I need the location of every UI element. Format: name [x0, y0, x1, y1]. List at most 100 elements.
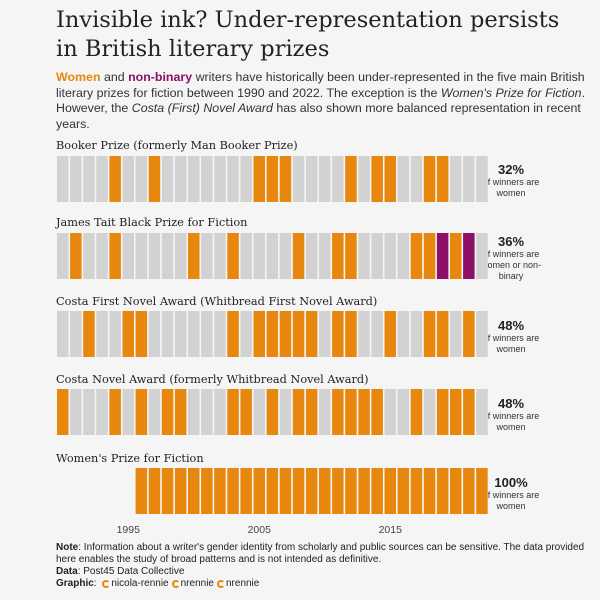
winner-cell-2017-man: [410, 156, 423, 202]
winner-cell-2009-woman: [305, 389, 318, 435]
winner-cell-2020-man: [450, 311, 462, 357]
winner-cell-2004-man: [240, 233, 252, 279]
stat-womens-prize: 100% of winners are women: [478, 475, 544, 512]
winner-cell-2021-man: [463, 156, 475, 202]
winner-cell-1999-man: [174, 156, 187, 202]
winner-cell-1996-man: [135, 156, 148, 202]
footer-note: Note: Information about a writer's gende…: [56, 542, 592, 566]
winner-cell-2013-man: [358, 156, 370, 202]
winner-cell-1999-man: [174, 311, 187, 357]
winner-cell-1995-man: [122, 389, 134, 435]
winner-cell-2006-woman: [266, 311, 279, 357]
winner-cell-2015-woman: [384, 156, 396, 202]
winner-cell-2021-woman: [463, 389, 475, 435]
prize-row-2: [57, 311, 488, 357]
twitter-icon: [171, 580, 180, 588]
winner-cell-1998-man: [161, 311, 174, 357]
winner-cell-2003-woman: [227, 389, 239, 435]
winner-cell-2006-man: [266, 233, 279, 279]
winner-cell-2022-man: [476, 233, 488, 279]
subtitle-italic: Women's Prize for Fiction: [440, 85, 582, 100]
stat-costa-novel: 48% of winners are women: [478, 396, 544, 433]
winner-cell-2015-woman: [384, 311, 396, 357]
winner-cell-2014-man: [371, 311, 383, 357]
winner-cell-1995-man: [122, 233, 134, 279]
winner-cell-1994-man: [109, 311, 121, 357]
winner-cell-1990-man: [57, 311, 69, 357]
handle-linkedin[interactable]: nicola-rennie: [111, 578, 169, 589]
winner-cell-2000-man: [188, 389, 200, 435]
winner-cell-2000-woman: [188, 233, 200, 279]
winner-cell-2018-woman: [423, 233, 436, 279]
winner-cell-2016-man: [397, 156, 410, 202]
winner-cell-2010-man: [319, 389, 331, 435]
prize-row-4: [135, 468, 488, 514]
winner-cell-2005-woman: [253, 311, 265, 357]
stat-percent: 36%: [497, 234, 525, 249]
winner-cell-1998-man: [161, 156, 174, 202]
winner-cell-2021-woman: [463, 311, 475, 357]
winner-cell-2001-man: [201, 389, 213, 435]
winner-cell-2011-woman: [332, 389, 344, 435]
winner-cell-2006-woman: [266, 156, 279, 202]
footer-graphic: Graphic: nicola-rennie nrennie nrennie: [56, 578, 592, 590]
subtitle-text: has also shown more balanced representat…: [56, 101, 581, 131]
winner-cell-1990-woman: [57, 389, 69, 435]
winner-cell-2008-woman: [292, 389, 305, 435]
winner-cell-1993-man: [96, 156, 108, 202]
winner-cell-2005-woman: [253, 468, 265, 514]
winner-cell-2020-man: [450, 156, 462, 202]
winner-cell-2004-woman: [240, 468, 252, 514]
prize-row-0: [57, 156, 488, 202]
winner-cell-2001-man: [201, 156, 213, 202]
prize-row-3: [57, 389, 488, 435]
winner-cell-2010-woman: [319, 468, 331, 514]
handle-twitter[interactable]: nrennie: [180, 578, 214, 589]
prize-title-womens-prize: Women's Prize for Fiction: [56, 452, 204, 465]
winner-cell-1997-man: [148, 233, 161, 279]
winner-cell-1999-man: [174, 233, 187, 279]
winner-cell-1997-man: [148, 311, 161, 357]
winner-cell-1991-man: [70, 389, 82, 435]
winner-cell-2014-man: [371, 233, 383, 279]
winner-cell-1994-woman: [109, 156, 121, 202]
winner-cell-2021-nonbinary: [463, 233, 475, 279]
winner-cell-1993-man: [96, 233, 108, 279]
handle-mastodon[interactable]: nrennie: [225, 578, 260, 589]
winner-cell-2015-man: [384, 389, 396, 435]
winner-cell-2002-man: [214, 233, 226, 279]
winner-cell-2001-woman: [201, 468, 213, 514]
winner-cell-2003-woman: [227, 311, 239, 357]
winner-cell-2013-man: [358, 311, 370, 357]
winner-cell-2010-man: [319, 156, 331, 202]
winner-cell-2014-woman: [371, 468, 383, 514]
winner-cell-2020-woman: [450, 468, 462, 514]
winner-cell-1991-man: [70, 156, 82, 202]
winner-cell-1994-woman: [109, 389, 121, 435]
winner-cell-2008-man: [292, 156, 305, 202]
winner-cell-2007-woman: [279, 311, 292, 357]
winner-cell-2019-woman: [436, 389, 449, 435]
winner-cell-1996-woman: [135, 311, 148, 357]
winner-cell-2018-woman: [423, 311, 436, 357]
winner-cell-2017-woman: [410, 389, 423, 435]
prize-title-james-tait-black: James Tait Black Prize for Fiction: [56, 216, 248, 229]
winner-cell-2019-woman: [436, 311, 449, 357]
winner-cell-1992-man: [83, 233, 95, 279]
stat-percent: 32%: [497, 162, 525, 177]
winner-cell-2019-woman: [436, 468, 449, 514]
winner-cell-2015-man: [384, 233, 396, 279]
winner-cell-2008-woman: [292, 468, 305, 514]
winner-cell-2018-woman: [423, 156, 436, 202]
winner-cell-2009-man: [305, 156, 318, 202]
winner-cell-2005-woman: [253, 156, 265, 202]
winner-cell-2019-woman: [436, 156, 449, 202]
subtitle: Women and non-binary writers have histor…: [56, 70, 594, 132]
winner-cell-2000-woman: [188, 468, 200, 514]
winner-cell-2013-woman: [358, 468, 370, 514]
winner-cell-2000-man: [188, 156, 200, 202]
subtitle-italic: Costa (First) Novel Award: [131, 101, 273, 115]
winner-cell-2014-woman: [371, 389, 383, 435]
winner-cell-2011-man: [332, 156, 344, 202]
